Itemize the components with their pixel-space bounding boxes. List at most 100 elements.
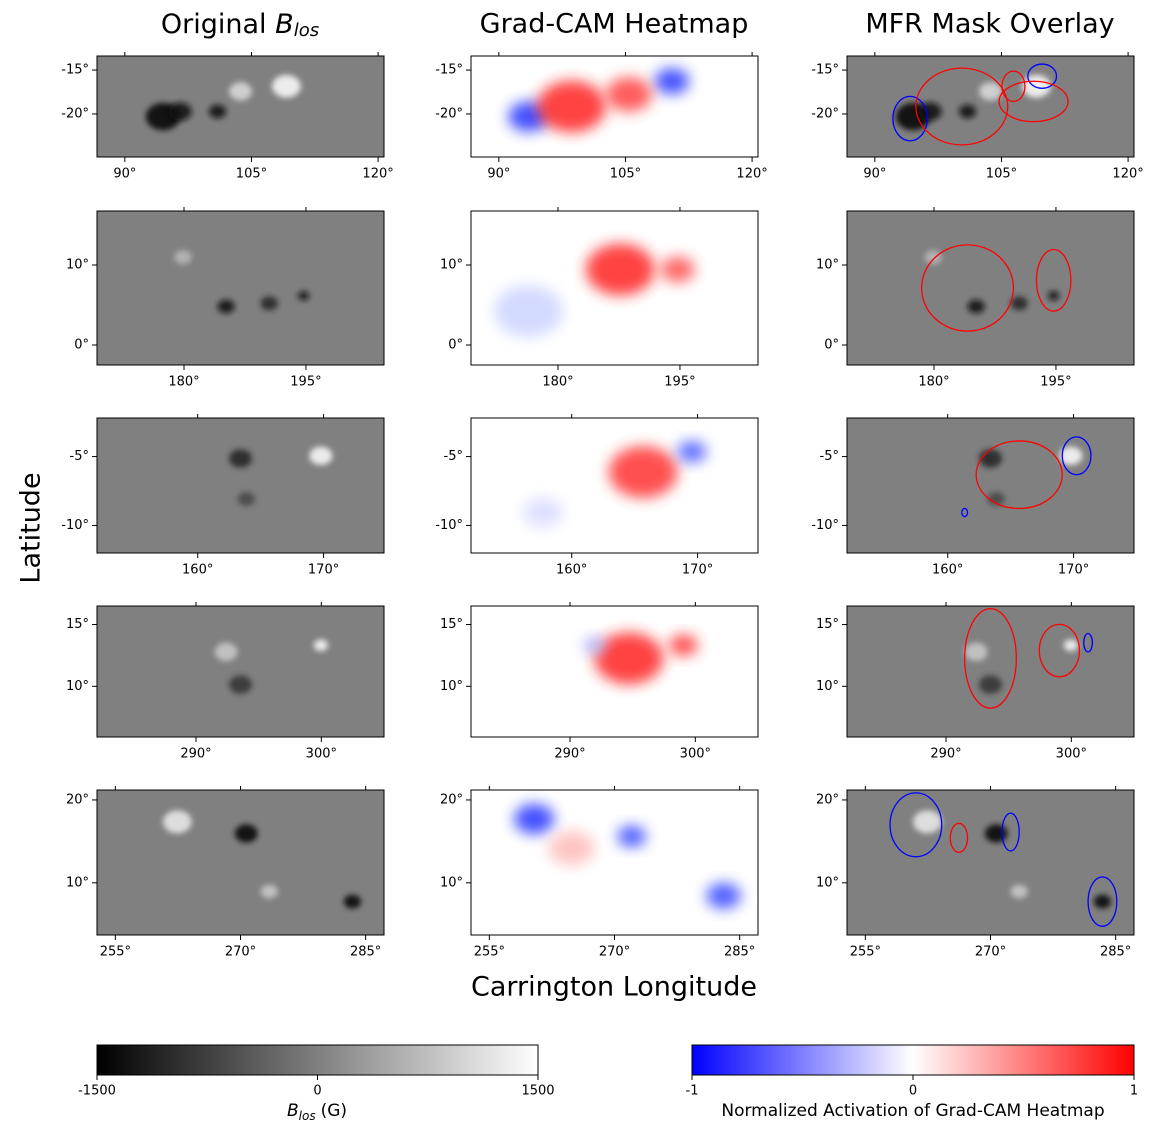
mask-contour: [964, 607, 1017, 709]
x-tick-label: 290°: [554, 747, 585, 762]
y-tick-label: -10°: [811, 518, 839, 533]
magnetic-feature: [1010, 884, 1028, 899]
y-tick-label: -20°: [61, 106, 89, 121]
mask-contour: [1001, 812, 1020, 852]
magnetic-feature: [168, 102, 192, 121]
x-tick-label: 270°: [225, 945, 256, 960]
magnetic-feature: [297, 291, 310, 301]
x-tick-label: 170°: [308, 563, 339, 578]
colorbar-tick-label: 0: [313, 1084, 321, 1099]
mask-contour: [889, 792, 943, 858]
y-tick-label: 10°: [440, 258, 463, 273]
panel-image: [847, 418, 1134, 553]
magnetic-feature: [984, 824, 1008, 843]
y-tick-label: 20°: [440, 792, 463, 807]
panel-background: [97, 606, 384, 737]
x-tick-label: 120°: [362, 167, 393, 182]
panel-image: [471, 418, 758, 553]
magnetic-feature: [214, 642, 238, 662]
panel-frame: [470, 210, 759, 366]
x-tick-label: 255°: [100, 945, 131, 960]
x-tick-label: 285°: [1100, 945, 1131, 960]
x-tick-label: 290°: [180, 747, 211, 762]
x-tick-label: 90°: [863, 167, 886, 182]
mask-contour: [1038, 623, 1081, 678]
mask-contour: [1087, 876, 1118, 927]
x-tick-label: 160°: [182, 563, 213, 578]
colorbar-label: Normalized Activation of Grad-CAM Heatma…: [721, 1101, 1104, 1121]
magnetic-feature: [979, 449, 1002, 468]
y-tick-label: -20°: [811, 106, 839, 121]
panel-image: [97, 211, 384, 365]
magnetic-feature: [964, 642, 988, 662]
x-tick-label: 105°: [610, 167, 641, 182]
panel-frame: [96, 210, 385, 366]
magnetic-feature: [229, 82, 252, 101]
x-tick-label: 180°: [918, 375, 949, 390]
panel-frame: [96, 417, 385, 554]
activation-blob: [493, 285, 563, 337]
activation-blob: [594, 632, 664, 685]
colorbar-label: Blos (G): [287, 1101, 347, 1123]
column-title: Original Blos: [161, 9, 319, 42]
panel-image: [97, 418, 384, 553]
y-tick-label: 10°: [440, 679, 463, 694]
y-axis-label: Latitude: [16, 472, 47, 583]
panel-frame: [846, 605, 1135, 738]
colorbar-tick-label: 1: [1130, 1084, 1138, 1099]
x-tick-label: 255°: [474, 945, 505, 960]
y-tick-label: 15°: [440, 617, 463, 632]
x-tick-label: 195°: [664, 375, 695, 390]
y-tick-label: 0°: [824, 338, 839, 353]
y-tick-label: -10°: [435, 518, 463, 533]
mask-contour: [961, 507, 969, 518]
y-tick-label: 10°: [816, 258, 839, 273]
x-tick-label: 170°: [682, 563, 713, 578]
x-tick-label: 290°: [930, 747, 961, 762]
panel-background: [847, 211, 1134, 365]
activation-blob: [537, 80, 606, 133]
x-tick-label: 285°: [724, 945, 755, 960]
x-tick-label: 300°: [306, 747, 337, 762]
y-tick-label: -15°: [61, 63, 89, 78]
activation-blob: [669, 634, 698, 657]
panel-image: [847, 606, 1134, 737]
activation-blob: [677, 440, 707, 463]
mask-contour: [1027, 63, 1058, 89]
x-axis-label: Carrington Longitude: [471, 972, 757, 1003]
magnetic-feature: [313, 639, 329, 652]
panel-frame: [470, 605, 759, 738]
activation-blob: [706, 882, 741, 909]
mask-contour: [975, 440, 1063, 510]
x-tick-label: 120°: [736, 167, 767, 182]
y-tick-label: 10°: [66, 679, 89, 694]
magnetic-feature: [163, 810, 192, 834]
magnetic-feature: [260, 296, 278, 311]
column-title: MFR Mask Overlay: [865, 9, 1114, 40]
magnetic-feature: [237, 492, 255, 506]
y-tick-label: 20°: [66, 792, 89, 807]
y-tick-label: 10°: [66, 258, 89, 273]
x-tick-label: 160°: [556, 563, 587, 578]
panel-background: [471, 790, 758, 935]
column-title: Grad-CAM Heatmap: [480, 9, 749, 40]
y-tick-label: 10°: [816, 875, 839, 890]
x-tick-label: 285°: [350, 945, 381, 960]
x-tick-label: 270°: [975, 945, 1006, 960]
activation-blob: [608, 446, 678, 498]
x-tick-label: 195°: [290, 375, 321, 390]
activation-blob: [654, 68, 690, 95]
panel-background: [847, 790, 1134, 935]
magnetic-feature: [234, 824, 258, 843]
mask-contour: [920, 244, 1015, 332]
y-tick-label: -15°: [811, 63, 839, 78]
activation-blob: [522, 497, 563, 528]
colorbar: [96, 1044, 539, 1076]
x-tick-label: 255°: [850, 945, 881, 960]
colorbar: [691, 1044, 1135, 1076]
x-tick-label: 180°: [168, 375, 199, 390]
y-tick-label: 0°: [448, 338, 463, 353]
panel-background: [847, 418, 1134, 553]
mask-contour: [892, 95, 929, 142]
